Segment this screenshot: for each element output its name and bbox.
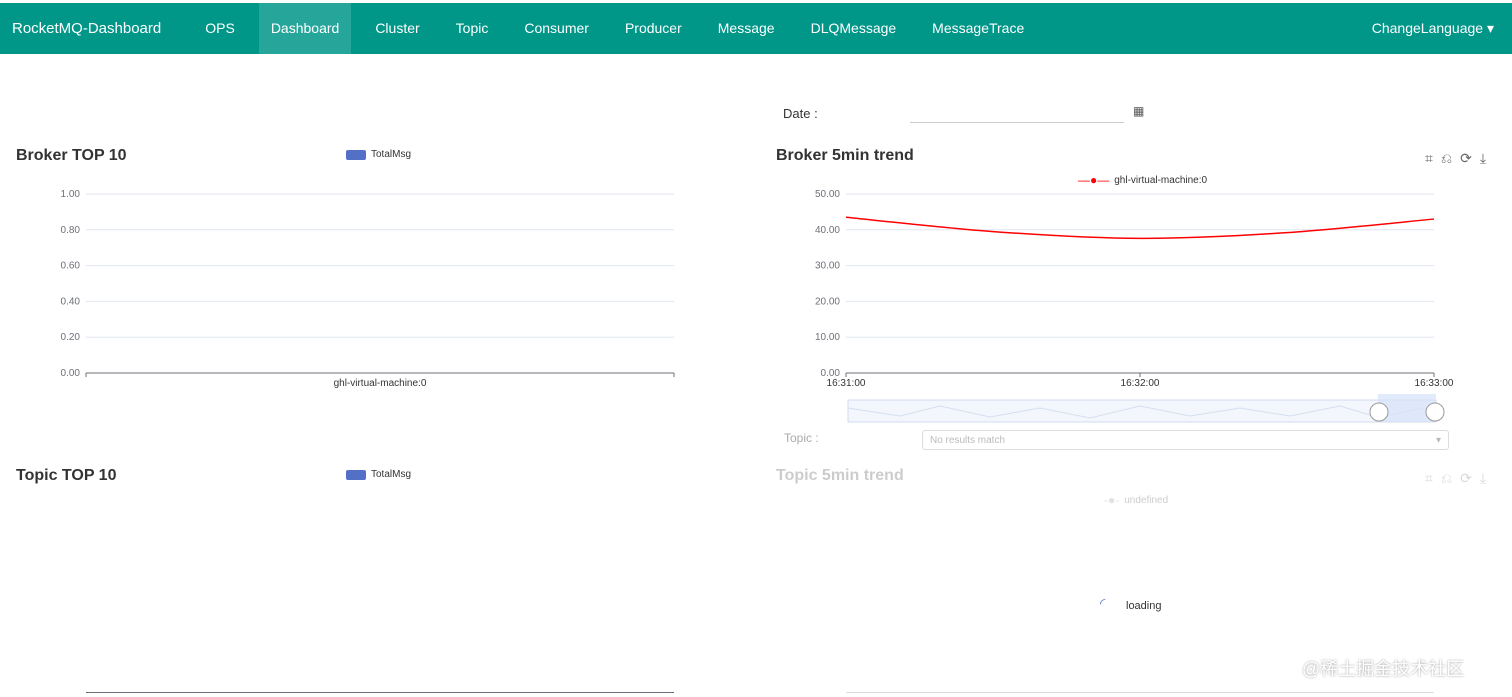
zoom-icon[interactable]: ⌗ [1425, 470, 1433, 486]
refresh-icon[interactable]: ⟳ [1460, 150, 1472, 166]
topic-trend-axis [846, 692, 1434, 693]
brand-logo[interactable]: RocketMQ-Dashboard [12, 20, 162, 37]
legend-swatch [346, 149, 366, 160]
zoom-reset-icon[interactable]: ⎌ [1440, 470, 1453, 486]
x-tick-label: ghl-virtual-machine:0 [334, 378, 427, 389]
broker-top10-title: Broker TOP 10 [16, 147, 127, 164]
loading-spinner-icon: ◜ [1100, 595, 1106, 611]
broker-top10-chart: 1.00 0.80 0.60 0.40 0.20 0.00 ghl-virtual-mach… [61, 189, 675, 389]
loading-text: loading [1126, 600, 1162, 612]
x-tick-label: 16:32:00 [1121, 378, 1160, 389]
x-tick-label: 16:31:00 [827, 378, 866, 389]
y-tick-label: 20.00 [815, 296, 840, 307]
download-icon[interactable]: ⤓ [1479, 470, 1487, 486]
datazoom-handle-left [1369, 402, 1389, 422]
nav-message[interactable]: Message [717, 20, 775, 36]
legend-marker-icon: —●— [1078, 173, 1110, 187]
nav-dlqmessage[interactable]: DLQMessage [810, 20, 897, 36]
broker-top10-legend[interactable]: TotalMsg [346, 149, 411, 160]
broker-trend-legend[interactable]: —●— ghl-virtual-machine:0 [1078, 173, 1207, 187]
nav-cluster[interactable]: Cluster [375, 20, 420, 36]
refresh-icon[interactable]: ⟳ [1460, 470, 1472, 486]
legend-label: TotalMsg [371, 469, 412, 480]
change-language-dropdown[interactable]: ChangeLanguage ▾ [1371, 20, 1494, 36]
watermark: @稀土掘金技术社区 [1302, 659, 1465, 679]
topic-label: Topic : [784, 431, 819, 445]
y-tick-label: 50.00 [815, 189, 840, 200]
nav-consumer[interactable]: Consumer [524, 20, 589, 36]
series-line [845, 216, 1435, 240]
nav-topic[interactable]: Topic [455, 20, 489, 36]
y-tick-label: 0.40 [61, 296, 81, 307]
zoom-icon[interactable]: ⌗ [1425, 150, 1433, 166]
legend-label: TotalMsg [371, 149, 412, 160]
download-icon[interactable]: ⤓ [1479, 150, 1487, 166]
topic-select-placeholder: No results match [930, 435, 1006, 446]
legend-swatch [346, 469, 366, 480]
topic-top10-legend[interactable]: TotalMsg [346, 469, 411, 480]
legend-marker-icon: -●- [1104, 493, 1120, 507]
nav-messagetrace[interactable]: MessageTrace [932, 20, 1025, 36]
y-tick-label: 30.00 [815, 261, 840, 272]
chevron-down-icon: ▾ [1435, 435, 1441, 446]
y-tick-label: 40.00 [815, 225, 840, 236]
top-navbar: RocketMQ-Dashboard OPS Dashboard Cluster… [0, 3, 1512, 54]
legend-label: undefined [1124, 494, 1169, 506]
y-tick-label: 1.00 [61, 189, 81, 200]
nav-ops[interactable]: OPS [205, 20, 235, 36]
chart-toolbox: ⌗ ⎌ ⟳ ⤓ [1425, 150, 1486, 167]
topic-chart-toolbox: ⌗ ⎌ ⟳ ⤓ [1425, 470, 1486, 487]
y-tick-label: 10.00 [815, 332, 840, 343]
legend-label: ghl-virtual-machine:0 [1114, 174, 1208, 186]
y-tick-label: 0.60 [61, 261, 81, 272]
y-tick-label: 0.20 [61, 332, 81, 343]
x-tick-label: 16:33:00 [1415, 378, 1454, 389]
date-label: Date : [783, 106, 818, 121]
zoom-reset-icon[interactable]: ⎌ [1440, 150, 1453, 166]
topic-top10-axis [86, 692, 674, 693]
topic-select[interactable]: No results match ▾ [922, 430, 1449, 450]
y-tick-label: 0.00 [61, 368, 81, 379]
nav-producer[interactable]: Producer [624, 20, 682, 36]
calendar-icon[interactable]: ▦ [1133, 104, 1145, 118]
broker-trend-title: Broker 5min trend [776, 147, 914, 164]
topic-trend-title: Topic 5min trend [776, 467, 904, 484]
topic-trend-legend[interactable]: -●- undefined [1104, 493, 1168, 507]
datazoom-slider [847, 399, 1437, 423]
topic-top10-title: Topic TOP 10 [16, 467, 117, 484]
date-input[interactable] [910, 104, 1124, 123]
y-tick-label: 0.00 [821, 368, 841, 379]
datazoom-selection [1378, 394, 1436, 422]
y-tick-label: 0.80 [61, 225, 81, 236]
nav-dashboard[interactable]: Dashboard [258, 3, 352, 54]
datazoom-handle-right [1425, 402, 1445, 422]
